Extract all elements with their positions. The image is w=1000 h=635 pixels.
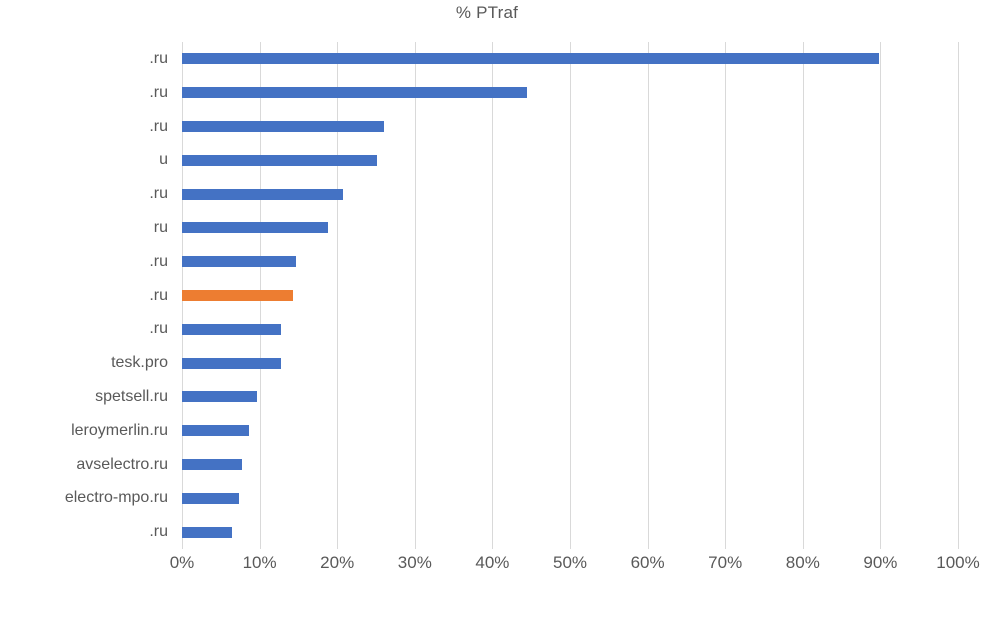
gridline xyxy=(725,42,727,549)
category-label: .ru xyxy=(149,83,168,101)
gridline xyxy=(570,42,571,549)
bar xyxy=(182,323,281,335)
bar xyxy=(182,222,328,234)
plot-area xyxy=(182,42,959,549)
category-label: .ru xyxy=(149,523,168,541)
x-axis-tick-label: 90% xyxy=(863,553,898,572)
category-label: ru xyxy=(153,218,168,236)
bar xyxy=(182,459,242,470)
x-axis-tick-label: 70% xyxy=(708,553,743,572)
gridline xyxy=(414,42,416,549)
gridline xyxy=(492,42,494,549)
category-label: .ru xyxy=(149,49,168,67)
bar xyxy=(182,425,249,437)
bar xyxy=(182,53,879,65)
x-axis-tick-label: 50% xyxy=(552,553,588,572)
x-axis-tick-label: 10% xyxy=(242,553,277,572)
category-label: avselectro.ru xyxy=(76,455,168,473)
gridline xyxy=(802,42,804,549)
bar-highlighted xyxy=(182,290,293,301)
bar xyxy=(182,526,232,538)
x-axis-tick-label: 60% xyxy=(630,553,665,572)
bar xyxy=(182,256,297,268)
category-label: .ru xyxy=(149,117,168,135)
gridline xyxy=(880,42,882,549)
bar xyxy=(182,391,258,403)
x-axis-tick-label: 0% xyxy=(169,553,195,572)
chart-title: % PTraf xyxy=(455,3,519,22)
bar xyxy=(182,357,281,369)
bar xyxy=(182,87,527,99)
x-axis-tick-label: 30% xyxy=(397,553,432,572)
category-label: u xyxy=(159,151,168,169)
category-label: .ru xyxy=(149,252,168,270)
bar xyxy=(182,492,240,504)
category-label: spetsell.ru xyxy=(95,387,168,405)
bar xyxy=(182,188,343,200)
x-axis-tick-label: 80% xyxy=(785,553,820,572)
category-label: electro-mpo.ru xyxy=(64,489,168,507)
gridline xyxy=(337,42,339,549)
x-axis-tick-label: 40% xyxy=(475,553,510,572)
bar xyxy=(182,154,377,166)
category-label: .ru xyxy=(149,286,168,304)
gridline xyxy=(647,42,649,549)
bar xyxy=(182,121,384,132)
x-axis-tick-label: 100% xyxy=(936,553,980,572)
category-label: .ru xyxy=(149,320,168,338)
category-label: tesk.pro xyxy=(111,354,168,372)
category-label: .ru xyxy=(149,185,168,203)
x-axis-tick-label: 20% xyxy=(320,553,355,572)
gridline xyxy=(958,42,959,549)
category-label: leroymerlin.ru xyxy=(71,421,168,439)
